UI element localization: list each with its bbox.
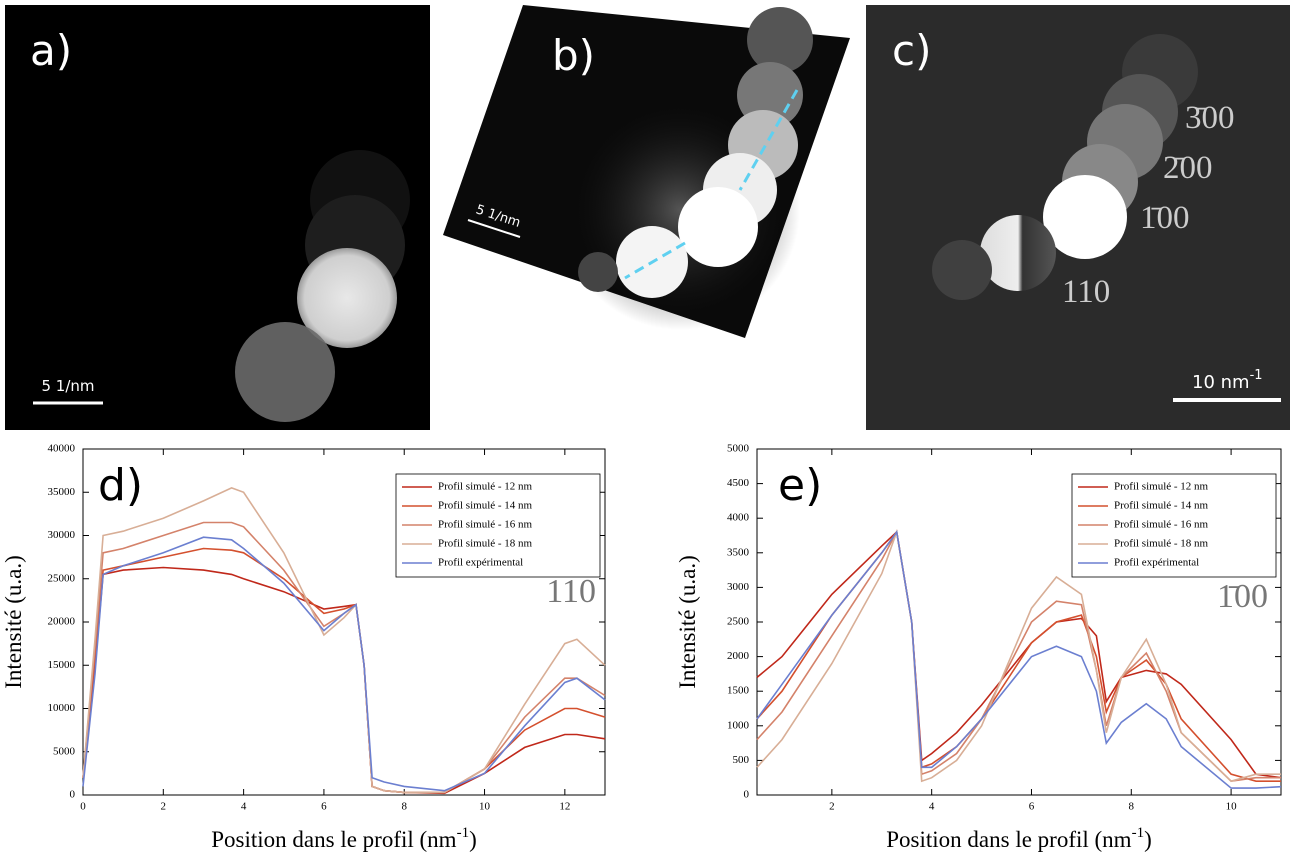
y-axis-label: Intensité (u.a.) <box>1 555 26 688</box>
y-tick-label: 1000 <box>727 719 750 731</box>
legend-label: Profil simulé - 18 nm <box>1114 538 1209 550</box>
spot-label: 3̄00 <box>1185 100 1235 136</box>
y-tick-label: 0 <box>70 789 76 801</box>
y-tick-label: 30000 <box>48 529 76 541</box>
series-line <box>82 547 606 794</box>
x-tick-label: 10 <box>1226 801 1238 813</box>
series-line <box>756 529 1281 783</box>
y-tick-label: 40000 <box>48 443 76 455</box>
annotation: d) <box>98 460 143 511</box>
y-tick-label: 15000 <box>48 659 76 671</box>
chart: 0 500 1000 1500 2000 2500 3000 3500 4000 4500 5000… <box>675 443 1282 852</box>
x-tick-label: 8 <box>1129 801 1135 813</box>
x-tick-label: 4 <box>241 801 247 813</box>
x-tick-label: 6 <box>321 801 327 813</box>
y-tick-label: 35000 <box>48 486 76 498</box>
chart: 0 5000 10000 15000 20000 25000 30000 35000 40000… <box>1 443 606 852</box>
spot <box>297 248 397 348</box>
x-tick-label: 2 <box>161 801 167 813</box>
series-line <box>82 487 606 794</box>
x-axis-label: ) <box>469 827 477 852</box>
spot-label: 110 <box>1062 274 1110 310</box>
profile-line <box>624 241 686 280</box>
annotation: 110 <box>546 573 596 610</box>
x-tick-label: 12 <box>559 801 570 813</box>
profile-line <box>738 89 799 191</box>
scale-text: 5 1/nm <box>41 377 94 395</box>
x-tick-label: 6 <box>1029 801 1035 813</box>
legend-label: Profil simulé - 12 nm <box>1114 481 1209 493</box>
legend-label: Profil simulé - 16 nm <box>1114 519 1209 531</box>
x-axis-label: Position dans le profil (nm-1) <box>886 825 1152 852</box>
y-axis-label: Intensité (u.a.) <box>675 555 700 688</box>
spot-label: 1̄00 <box>1140 200 1190 236</box>
x-axis-label: Position dans le profil (nm-1) <box>211 825 477 852</box>
y-tick-label: 10000 <box>48 702 76 714</box>
x-axis-label-sup: -1 <box>457 825 470 841</box>
panel-label: c) <box>892 26 931 75</box>
scale-sup: -1 <box>1250 368 1263 383</box>
spot <box>578 252 618 292</box>
x-tick-label: 10 <box>479 801 491 813</box>
spot <box>932 240 992 300</box>
y-tick-label: 4500 <box>727 477 750 489</box>
series-line <box>756 528 1281 783</box>
x-axis-label: Position dans le profil (nm <box>886 827 1131 852</box>
legend-label: Profil expérimental <box>1114 557 1199 569</box>
spot <box>235 322 335 422</box>
legend-label: Profil simulé - 14 nm <box>1114 500 1209 512</box>
y-tick-label: 2500 <box>727 616 750 628</box>
annotation: 1̄00 <box>1217 578 1268 615</box>
y-tick-label: 0 <box>744 789 750 801</box>
series-line <box>82 536 606 792</box>
spot <box>1043 175 1127 259</box>
spot <box>678 187 758 267</box>
y-tick-label: 1500 <box>727 685 750 697</box>
x-axis-label-sup: -1 <box>1132 825 1145 841</box>
y-tick-label: 3500 <box>727 546 750 558</box>
spot-label: 2̄00 <box>1163 150 1213 186</box>
spot <box>980 215 1056 291</box>
y-tick-label: 3000 <box>727 581 750 593</box>
y-tick-label: 500 <box>733 754 750 766</box>
legend-label: Profil simulé - 12 nm <box>438 481 533 493</box>
y-tick-label: 2000 <box>727 650 750 662</box>
annotation: e) <box>778 460 822 511</box>
y-tick-label: 25000 <box>48 572 76 584</box>
x-axis-label: Position dans le profil (nm <box>211 827 456 852</box>
panel-label: a) <box>30 26 72 75</box>
panel-c: c) 3̄00 2̄00 1̄00 110 10 nm-1 <box>866 5 1290 430</box>
x-tick-label: 8 <box>401 801 407 813</box>
panel-b: b) 5 1/nm <box>443 5 850 338</box>
series-line <box>82 566 606 795</box>
y-tick-label: 5000 <box>727 443 750 455</box>
x-tick-label: 0 <box>80 801 86 813</box>
y-tick-label: 4000 <box>727 512 750 524</box>
legend-label: Profil simulé - 18 nm <box>438 538 533 550</box>
y-tick-label: 20000 <box>48 616 76 628</box>
x-tick-label: 2 <box>829 801 835 813</box>
legend-label: Profil expérimental <box>438 557 523 569</box>
legend-label: Profil simulé - 14 nm <box>438 500 533 512</box>
panel-label: b) <box>552 31 595 80</box>
scale-text: 10 nm-1 <box>1192 368 1263 393</box>
series-line <box>756 529 1282 789</box>
scale-text: 10 nm <box>1192 372 1250 393</box>
x-tick-label: 4 <box>929 801 935 813</box>
panel-a: a) 5 1/nm <box>5 5 430 430</box>
scale-bar <box>467 219 521 238</box>
y-tick-label: 5000 <box>53 745 76 757</box>
spot <box>747 7 813 73</box>
legend-label: Profil simulé - 16 nm <box>438 519 533 531</box>
x-axis-label: ) <box>1144 827 1152 852</box>
